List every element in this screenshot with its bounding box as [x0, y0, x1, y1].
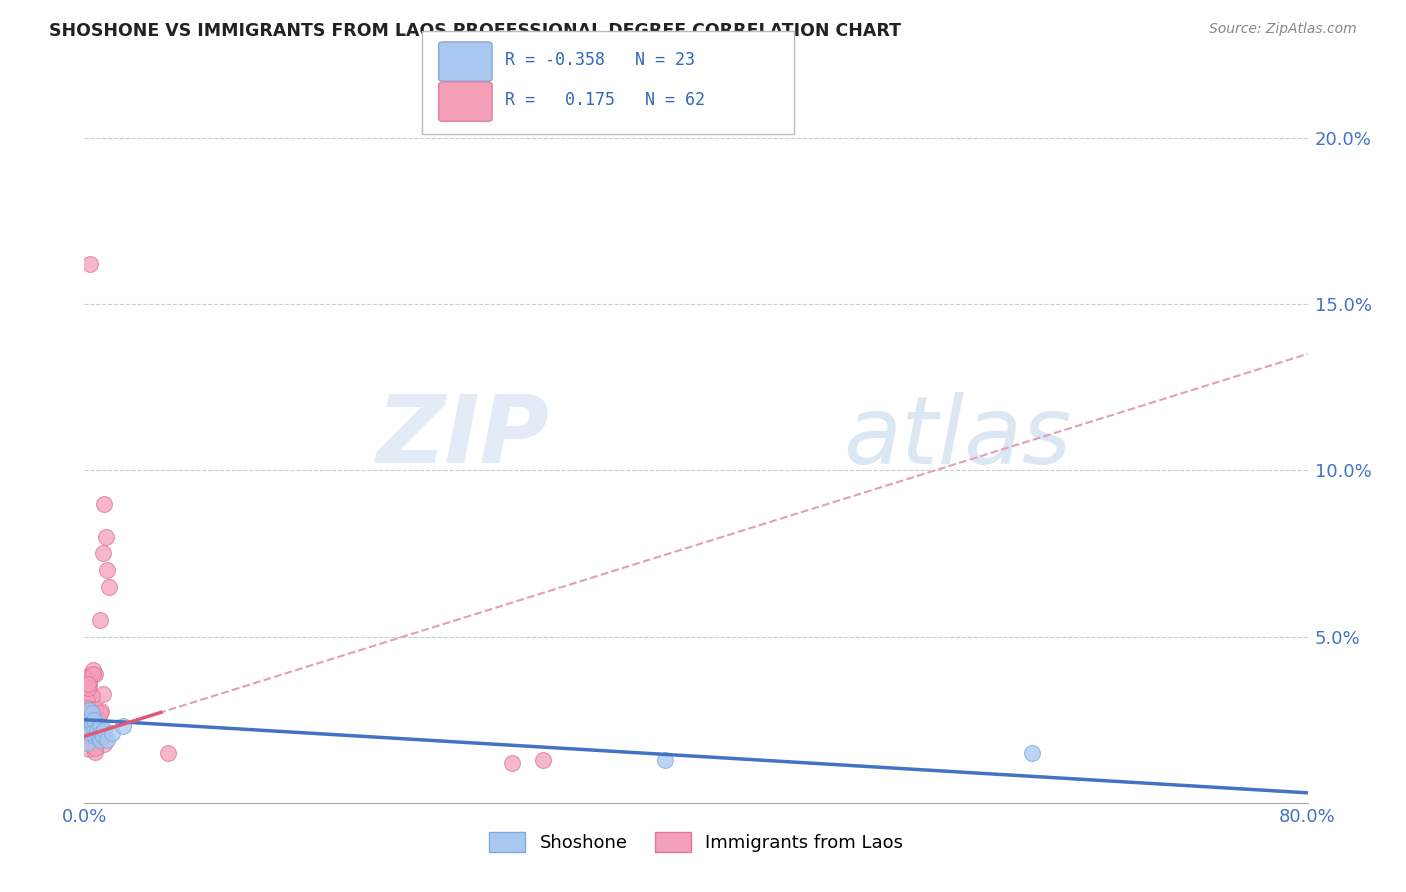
Point [76, 697, 98, 711]
Point [84, 735, 107, 749]
Legend: Shoshone, Immigrants from Laos: Shoshone, Immigrants from Laos [482, 824, 910, 860]
Point [96, 563, 118, 577]
Point [76, 670, 98, 684]
Point [80, 716, 103, 731]
Point [1021, 746, 1043, 760]
Point [77, 703, 100, 717]
Point [76, 719, 98, 733]
Point [79, 713, 101, 727]
Point [84, 741, 107, 756]
Text: SHOSHONE VS IMMIGRANTS FROM LAOS PROFESSIONAL DEGREE CORRELATION CHART: SHOSHONE VS IMMIGRANTS FROM LAOS PROFESS… [49, 22, 901, 40]
Point [82, 663, 104, 677]
Point [157, 746, 180, 760]
Point [84, 715, 107, 730]
Point [79, 734, 101, 748]
Point [82, 689, 104, 703]
Point [77, 713, 100, 727]
Point [75, 724, 97, 739]
Point [75, 723, 97, 737]
Point [80, 718, 103, 732]
Point [75, 723, 97, 737]
Point [89, 706, 111, 720]
Point [84, 667, 107, 681]
Point [79, 257, 101, 271]
Point [77, 673, 100, 688]
Point [96, 732, 118, 747]
Point [93, 497, 115, 511]
Text: ZIP: ZIP [377, 391, 550, 483]
Point [93, 723, 115, 737]
Point [75, 671, 97, 685]
Point [101, 726, 124, 740]
Point [91, 546, 114, 560]
Point [77, 681, 100, 695]
Point [86, 711, 108, 725]
Point [77, 678, 100, 692]
Point [89, 732, 111, 747]
Point [91, 687, 114, 701]
Point [93, 737, 115, 751]
Point [502, 756, 524, 770]
Point [82, 667, 104, 681]
Point [76, 736, 98, 750]
Point [83, 713, 105, 727]
Point [90, 704, 112, 718]
Point [84, 702, 107, 716]
Point [84, 735, 107, 749]
Point [531, 753, 554, 767]
Point [87, 729, 110, 743]
Point [80, 706, 103, 720]
Point [91, 729, 114, 743]
Point [77, 741, 100, 756]
Point [89, 719, 111, 733]
Point [654, 753, 676, 767]
Point [76, 693, 98, 707]
Point [84, 729, 107, 743]
Point [76, 712, 98, 726]
Point [94, 530, 117, 544]
Point [79, 668, 101, 682]
Point [83, 745, 105, 759]
Point [75, 674, 97, 689]
Point [77, 701, 100, 715]
Point [79, 726, 101, 740]
Point [90, 726, 112, 740]
Point [111, 719, 134, 733]
Point [77, 703, 100, 717]
Point [82, 708, 104, 723]
Point [77, 677, 100, 691]
Point [83, 723, 105, 737]
Point [86, 723, 108, 737]
Point [93, 724, 115, 739]
Point [84, 711, 107, 725]
Text: Source: ZipAtlas.com: Source: ZipAtlas.com [1209, 22, 1357, 37]
Text: atlas: atlas [842, 392, 1071, 483]
Point [97, 580, 120, 594]
Text: R = -0.358   N = 23: R = -0.358 N = 23 [505, 51, 695, 69]
Point [82, 719, 104, 733]
Point [86, 710, 108, 724]
Text: R =   0.175   N = 62: R = 0.175 N = 62 [505, 91, 704, 109]
Point [89, 613, 111, 627]
Point [79, 728, 101, 742]
